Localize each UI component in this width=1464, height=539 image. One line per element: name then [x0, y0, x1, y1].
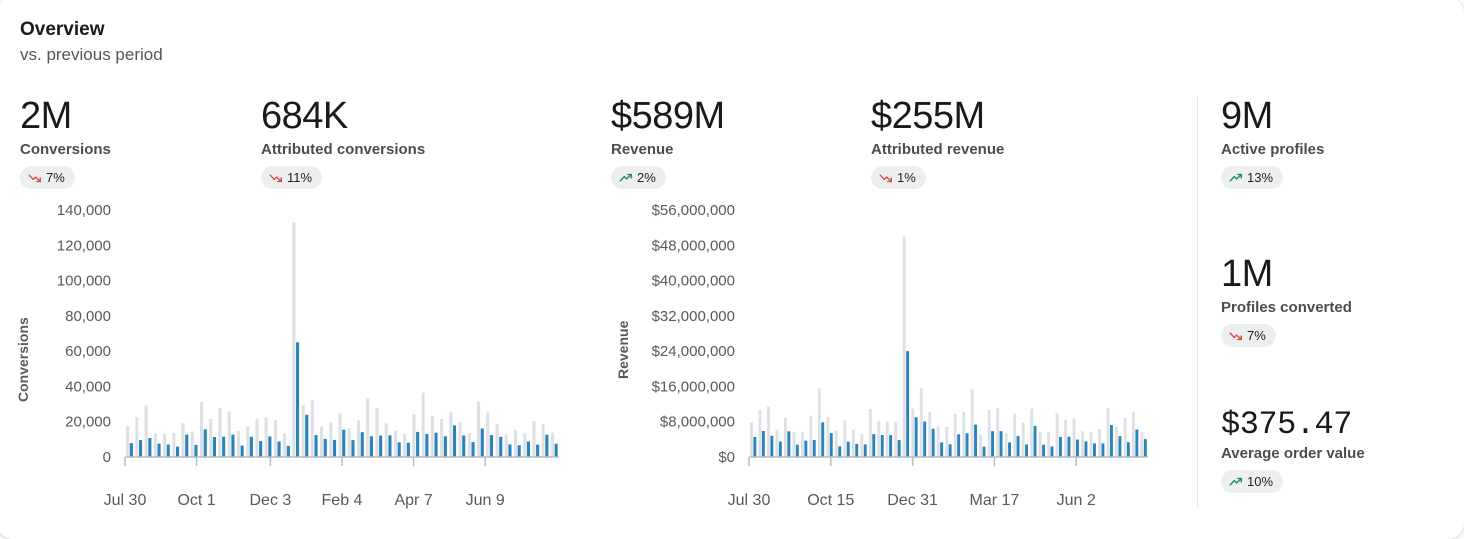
svg-text:0: 0 — [103, 449, 111, 466]
svg-text:20,000: 20,000 — [65, 414, 111, 431]
svg-text:Jun 2: Jun 2 — [1057, 492, 1096, 509]
svg-text:$16,000,000: $16,000,000 — [652, 378, 735, 395]
svg-text:100,000: 100,000 — [57, 273, 111, 290]
svg-text:Feb 4: Feb 4 — [322, 492, 363, 509]
svg-text:Jul 30: Jul 30 — [728, 492, 771, 509]
svg-text:Jun 9: Jun 9 — [466, 492, 505, 509]
svg-text:$0: $0 — [718, 449, 735, 466]
svg-text:Dec 31: Dec 31 — [887, 492, 938, 509]
svg-text:Mar 17: Mar 17 — [970, 492, 1020, 509]
svg-text:80,000: 80,000 — [65, 308, 111, 325]
svg-text:$56,000,000: $56,000,000 — [652, 202, 735, 219]
svg-text:Dec 3: Dec 3 — [250, 492, 292, 509]
svg-text:40,000: 40,000 — [65, 378, 111, 395]
svg-text:Oct 15: Oct 15 — [807, 492, 854, 509]
svg-text:$8,000,000: $8,000,000 — [660, 414, 735, 431]
svg-text:Apr 7: Apr 7 — [394, 492, 432, 509]
svg-text:$48,000,000: $48,000,000 — [652, 237, 735, 254]
svg-text:$40,000,000: $40,000,000 — [652, 273, 735, 290]
svg-text:$32,000,000: $32,000,000 — [652, 308, 735, 325]
svg-text:60,000: 60,000 — [65, 343, 111, 360]
svg-text:$24,000,000: $24,000,000 — [652, 343, 735, 360]
svg-text:Oct 1: Oct 1 — [177, 492, 215, 509]
svg-text:140,000: 140,000 — [57, 202, 111, 219]
svg-text:120,000: 120,000 — [57, 237, 111, 254]
svg-text:Jul 30: Jul 30 — [104, 492, 147, 509]
